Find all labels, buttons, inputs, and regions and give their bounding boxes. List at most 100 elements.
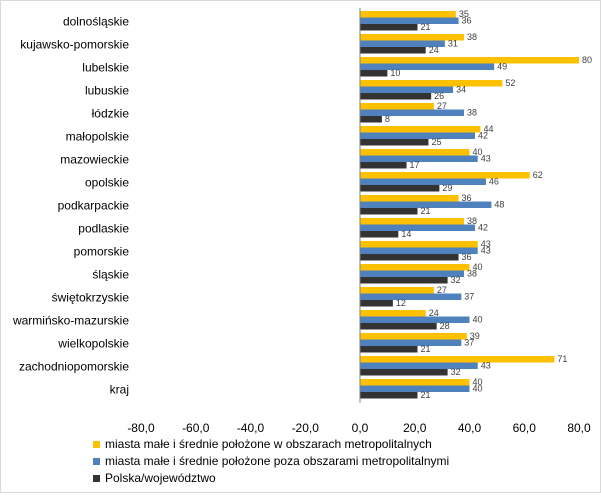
- category-label: małopolskie: [66, 130, 130, 144]
- bar-series-2: [360, 339, 462, 346]
- legend-entry: miasta małe i średnie położone w obszara…: [105, 437, 432, 451]
- x-tick-label: -20,0: [292, 421, 320, 435]
- category-label: świętokrzyskie: [52, 291, 130, 305]
- bar-series-3: [360, 47, 426, 54]
- bar-series-3: [360, 139, 429, 146]
- bars: [360, 11, 579, 399]
- data-label: 39: [470, 331, 480, 341]
- bar-series-3: [360, 70, 388, 77]
- data-label: 38: [467, 32, 477, 42]
- category-label: pomorskie: [74, 245, 130, 259]
- data-label: 49: [497, 62, 507, 72]
- data-label: 43: [481, 239, 491, 249]
- bar-series-1: [360, 103, 434, 110]
- data-label: 62: [533, 170, 543, 180]
- bar-series-3: [360, 254, 459, 261]
- data-label: 27: [437, 285, 447, 295]
- data-label: 46: [489, 177, 499, 187]
- category-label: kraj: [110, 383, 129, 397]
- data-label: 71: [557, 354, 567, 364]
- category-labels: dolnośląskie kujawsko-pomorskie lubelskie l…: [12, 15, 129, 397]
- category-label: warmińsko-mazurskie: [12, 314, 129, 328]
- x-tick-label: 0,0: [352, 421, 369, 435]
- x-tick-label: 40,0: [458, 421, 482, 435]
- bar-series-1: [360, 149, 470, 156]
- data-label: 42: [478, 131, 488, 141]
- data-label: 27: [437, 101, 447, 111]
- bar-series-2: [360, 316, 470, 323]
- category-label: wielkopolskie: [57, 337, 129, 351]
- bar-series-3: [360, 116, 382, 123]
- bar-series-1: [360, 11, 456, 18]
- data-label: 43: [481, 154, 491, 164]
- bar-series-2: [360, 155, 478, 162]
- data-label: 37: [464, 292, 474, 302]
- bar-series-3: [360, 300, 393, 307]
- data-label: 8: [385, 114, 390, 124]
- bar-series-3: [360, 346, 418, 353]
- data-label: 43: [481, 361, 491, 371]
- category-label: lubelskie: [82, 61, 129, 75]
- data-label: 21: [420, 206, 430, 216]
- x-axis-tick-labels: -80,0 -60,0 -40,0 -20,0 0,0 20,0 40,0 60,0 80,0: [127, 421, 591, 435]
- legend: miasta małe i średnie położone w obszara…: [93, 437, 449, 485]
- data-label: 21: [420, 390, 430, 400]
- bar-series-3: [360, 369, 448, 376]
- bar-series-1: [360, 310, 426, 317]
- bar-series-1: [360, 333, 467, 340]
- bar-series-3: [360, 277, 448, 284]
- bar-series-1: [360, 379, 470, 386]
- legend-swatch: [93, 475, 100, 482]
- data-label: 48: [494, 200, 504, 210]
- bar-series-2: [360, 293, 462, 300]
- bar-series-1: [360, 57, 579, 64]
- data-labels: 3536213831248049105234262738844422540431…: [385, 9, 592, 400]
- data-label: 10: [390, 68, 400, 78]
- bar-series-1: [360, 241, 478, 248]
- data-label: 21: [420, 22, 430, 32]
- bar-series-2: [360, 247, 478, 254]
- bar-series-2: [360, 224, 475, 231]
- bar-series-2: [360, 40, 445, 47]
- category-label: dolnośląskie: [63, 15, 129, 29]
- bar-series-3: [360, 93, 432, 100]
- x-tick-label: -40,0: [237, 421, 265, 435]
- data-label: 40: [473, 315, 483, 325]
- bar-series-1: [360, 172, 530, 179]
- data-label: 36: [462, 16, 472, 26]
- legend-swatch: [93, 441, 100, 448]
- bar-series-2: [360, 270, 465, 277]
- bar-series-1: [360, 264, 470, 271]
- x-tick-label: 60,0: [513, 421, 537, 435]
- category-label: kujawsko-pomorskie: [20, 38, 129, 52]
- x-tick-label: 80,0: [567, 421, 591, 435]
- bar-series-3: [360, 208, 418, 215]
- data-label: 34: [456, 85, 466, 95]
- legend-entry: miasta małe i średnie położone poza obsz…: [105, 454, 449, 468]
- bar-series-2: [360, 17, 459, 24]
- data-label: 40: [473, 262, 483, 272]
- data-label: 43: [481, 246, 491, 256]
- data-label: 29: [442, 183, 452, 193]
- bar-series-3: [360, 323, 437, 330]
- bar-series-1: [360, 287, 434, 294]
- data-label: 31: [448, 39, 458, 49]
- data-label: 12: [396, 298, 406, 308]
- x-tick-label: -80,0: [127, 421, 155, 435]
- category-label: mazowieckie: [60, 153, 129, 167]
- data-label: 17: [410, 160, 420, 170]
- data-label: 35: [459, 9, 469, 19]
- data-label: 52: [505, 78, 515, 88]
- category-label: zachodniopomorskie: [19, 360, 129, 374]
- data-label: 25: [431, 137, 441, 147]
- data-label: 80: [582, 55, 592, 65]
- data-label: 40: [473, 377, 483, 387]
- bar-series-2: [360, 362, 478, 369]
- legend-entry: Polska/województwo: [105, 471, 216, 485]
- data-label: 40: [473, 147, 483, 157]
- data-label: 44: [483, 124, 493, 134]
- data-label: 24: [429, 45, 439, 55]
- data-label: 37: [464, 338, 474, 348]
- category-label: opolskie: [85, 176, 129, 190]
